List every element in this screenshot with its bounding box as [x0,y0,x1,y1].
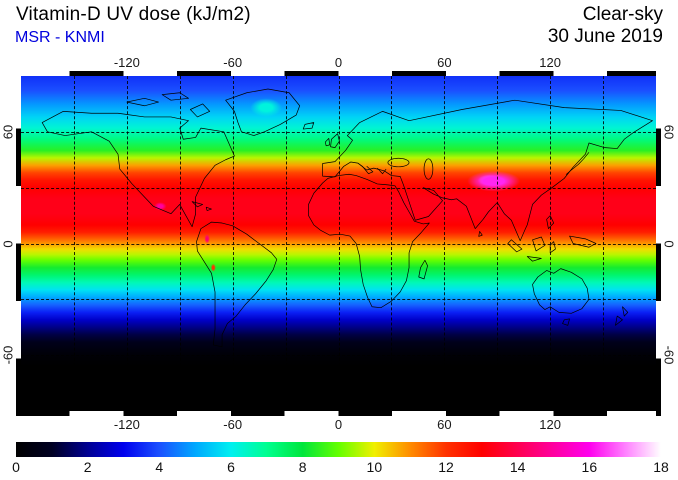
lat-tick-label: -60 [661,345,677,365]
latitude-gridline [21,243,656,245]
baffin-island-outline [190,104,209,117]
frame-border-right [656,71,661,416]
italy-outline [358,163,373,174]
black-sea-outline [388,158,409,167]
hispaniola-outline [206,207,211,210]
lon-tick-label: 60 [437,417,452,432]
world-heatmap [21,76,656,411]
colorbar-tick-label: 4 [155,459,164,475]
greece-outline [377,168,386,174]
australia-outline [533,269,589,314]
frame-border-top [16,71,661,76]
lon-tick-label: 120 [539,55,562,70]
lat-tick-label: 60 [0,124,16,140]
page-title: Vitamin-D UV dose (kJ/m2) [16,4,251,25]
lon-tick-label: -120 [113,417,140,432]
lon-tick-label: 0 [334,55,343,70]
lon-tick-label: 120 [539,417,562,432]
lat-tick-label: 0 [661,239,677,248]
sumatra-outline [508,240,522,252]
arctic-islands-outline [127,98,159,105]
tasmania-outline [563,319,570,326]
frame-border-bottom [16,411,661,416]
graticule-grid [21,76,656,411]
lat-tick-label: 0 [0,239,16,248]
arctic-islands-outline [162,93,188,100]
ireland-outline [325,138,329,145]
lon-tick-label: -60 [223,55,243,70]
lon-tick-label: -120 [113,55,140,70]
colorbar-tick-label: 8 [298,459,307,475]
colorbar-tick-label: 16 [581,459,598,475]
lat-tick-label: -60 [0,345,16,365]
lon-tick-label: 0 [334,417,343,432]
new-zealand-outline [615,316,622,325]
colorbar-tick-label: 12 [438,459,454,475]
map-frame [16,71,661,416]
colorbar-tick-label: 6 [227,459,235,475]
date-label: 30 June 2019 [547,26,663,47]
madagascar-outline [419,260,428,279]
great-britain-outline [331,134,340,148]
caspian-sea-outline [424,159,433,179]
new-guinea-outline [570,236,596,247]
lon-tick-label: 60 [437,55,452,70]
lat-tick-label: 60 [661,124,677,140]
colorbar-tick-label: 10 [366,459,383,475]
latitude-gridline [21,131,656,133]
latitude-gridline [21,299,656,301]
sri-lanka-outline [479,231,483,236]
iceland-outline [303,123,314,130]
colorbar-tick-label: 18 [653,459,669,475]
south-america-outline [197,222,277,347]
colorbar [16,442,661,457]
colorbar-tick-label: 2 [83,459,92,475]
cuba-outline [192,202,203,207]
new-zealand-outline [622,307,627,316]
frame-border-left [16,71,21,416]
source-label: MSR - KNMI [15,29,105,46]
borneo-outline [533,237,545,251]
africa-outline [309,174,430,307]
sky-condition-label: Clear-sky [582,4,663,25]
philippines-outline [547,216,554,229]
lon-tick-label: -60 [223,417,243,432]
colorbar-tick-label: 14 [509,459,526,475]
java-outline [527,257,541,262]
latitude-gridline [21,187,656,189]
latitude-gridline [21,355,656,357]
colorbar-tick-label: 0 [12,459,20,475]
japan-outline [566,152,589,174]
eurasia-outline [323,100,653,241]
